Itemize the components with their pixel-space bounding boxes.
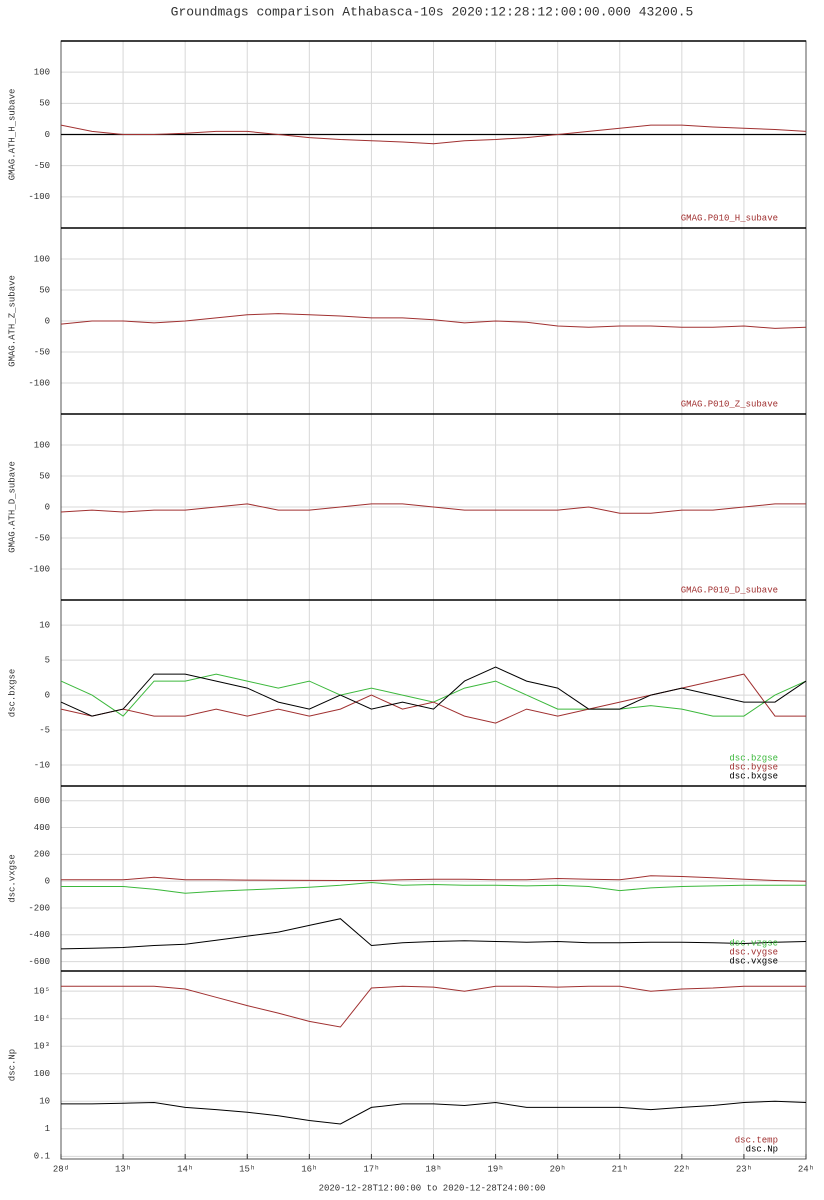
legend-label: GMAG.P010_Z_subave (681, 399, 778, 409)
y-tick-label: 50 (39, 99, 50, 109)
x-tick-label: 23ʰ (736, 1164, 752, 1174)
y-tick-label: 10 (39, 621, 50, 631)
y-tick-label: 0 (45, 316, 50, 326)
chart-title: Groundmags comparison Athabasca-10s 2020… (171, 4, 694, 19)
y-tick-label: -200 (28, 903, 50, 913)
legend-label: dsc.vygse (729, 947, 778, 957)
legend-label: dsc.vzgse (729, 938, 778, 948)
y-tick-label: 10⁴ (34, 1013, 50, 1024)
legend-label: dsc.bxgse (729, 771, 778, 781)
y-axis-title: GMAG.ATH_D_subave (7, 461, 17, 553)
x-tick-label: 24ʰ (798, 1164, 814, 1174)
y-tick-label: 0 (45, 690, 50, 700)
y-tick-label: -5 (39, 725, 50, 735)
y-tick-label: 1 (45, 1124, 50, 1134)
x-tick-label: 18ʰ (425, 1164, 441, 1174)
series-line (61, 985, 806, 1028)
y-tick-label: -100 (28, 378, 50, 388)
x-tick-label: 15ʰ (239, 1164, 255, 1174)
y-tick-label: -50 (34, 161, 50, 171)
series-line (60, 918, 807, 950)
x-axis-title: 2020-12-28T12:00:00 to 2020-12-28T24:00:… (319, 1183, 546, 1193)
y-tick-label: -50 (34, 533, 50, 543)
x-tick-label: 28ᵈ (53, 1164, 69, 1174)
y-tick-label: 200 (34, 850, 50, 860)
y-tick-label: 0 (45, 877, 50, 887)
series-line (61, 875, 807, 882)
legend-label: GMAG.P010_D_subave (681, 585, 778, 595)
y-axis-title: dsc.bxgse (7, 669, 17, 718)
y-tick-label: 600 (34, 796, 50, 806)
y-axis-title: dsc.vxgse (7, 854, 17, 903)
series-line (60, 124, 807, 145)
legend-label: dsc.bzgse (729, 753, 778, 763)
series-line (60, 666, 807, 717)
x-tick-label: 20ʰ (550, 1164, 566, 1174)
y-tick-label: 50 (39, 471, 50, 481)
y-tick-label: 0.1 (34, 1152, 50, 1162)
y-tick-label: -10 (34, 760, 50, 770)
x-tick-label: 19ʰ (487, 1164, 503, 1174)
y-tick-label: -400 (28, 930, 50, 940)
series-line (61, 1100, 807, 1125)
x-tick-label: 13ʰ (115, 1164, 131, 1174)
y-tick-label: 5 (45, 656, 50, 666)
legend-label: dsc.temp (735, 1135, 778, 1145)
y-tick-label: 50 (39, 285, 50, 295)
y-tick-label: 400 (34, 823, 50, 833)
x-tick-label: 14ʰ (177, 1164, 193, 1174)
y-tick-label: -600 (28, 957, 50, 967)
y-tick-label: 100 (34, 440, 50, 450)
y-tick-label: -50 (34, 347, 50, 357)
legend-label: dsc.Np (746, 1144, 778, 1154)
y-tick-label: 10 (39, 1097, 50, 1107)
x-tick-label: 16ʰ (301, 1164, 317, 1174)
series-line (60, 503, 806, 514)
y-tick-label: 10⁵ (34, 987, 50, 997)
x-tick-label: 22ʰ (674, 1164, 690, 1174)
y-tick-label: 10³ (34, 1042, 50, 1052)
x-tick-label: 17ʰ (363, 1164, 379, 1174)
y-tick-label: 100 (34, 1069, 50, 1079)
series-line (60, 313, 807, 329)
y-tick-label: 0 (45, 502, 50, 512)
y-axis-title: dsc.Np (7, 1049, 17, 1081)
y-axis-title: GMAG.ATH_Z_subave (7, 275, 17, 367)
y-tick-label: 100 (34, 254, 50, 264)
y-tick-label: 0 (45, 130, 50, 140)
y-tick-label: 100 (34, 68, 50, 78)
legend-label: dsc.vxgse (729, 956, 778, 966)
y-tick-label: -100 (28, 564, 50, 574)
y-tick-label: -100 (28, 192, 50, 202)
legend-label: dsc.bygse (729, 762, 778, 772)
series-line (61, 881, 806, 894)
legend-label: GMAG.P010_H_subave (681, 213, 778, 223)
y-axis-title: GMAG.ATH_H_subave (7, 89, 17, 181)
x-tick-label: 21ʰ (612, 1164, 628, 1174)
